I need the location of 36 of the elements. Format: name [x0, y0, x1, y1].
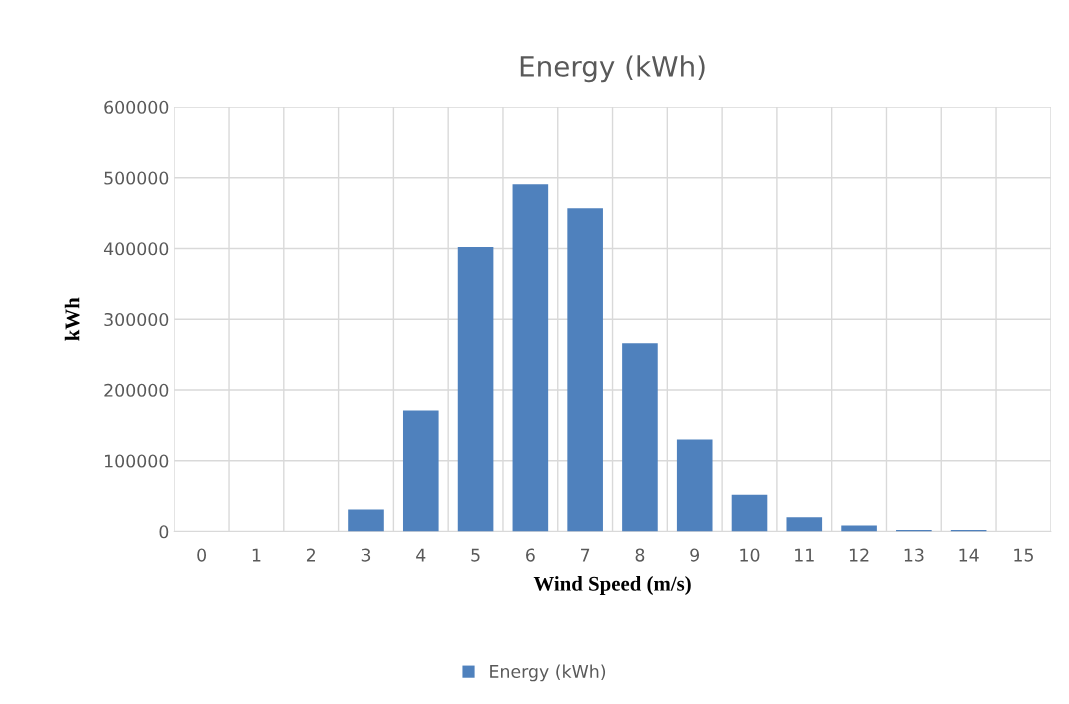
y-tick-label: 0: [159, 525, 169, 539]
x-tick-label: 9: [690, 548, 700, 562]
bar: [786, 517, 823, 532]
x-tick-label: 1: [252, 548, 261, 562]
y-tick-label: 300000: [104, 312, 169, 327]
bar: [512, 184, 549, 532]
x-tick-label: 8: [635, 548, 645, 562]
y-tick-label: 200000: [104, 383, 169, 397]
legend-label: Energy (kWh): [490, 664, 606, 682]
x-tick-label: 10: [740, 548, 760, 562]
x-tick-label: 11: [795, 548, 814, 562]
x-tick-label: 4: [416, 548, 426, 562]
bar: [731, 494, 768, 532]
bar: [567, 208, 603, 532]
x-tick-label: 0: [197, 548, 207, 562]
bar: [457, 247, 494, 532]
x-tick-label: 6: [526, 548, 535, 562]
bar: [622, 343, 658, 532]
y-tick-label: 400000: [103, 242, 169, 256]
bar: [676, 439, 713, 532]
x-tick-label: 2: [306, 548, 315, 562]
y-tick-label: 100000: [105, 454, 169, 468]
x-tick-label: 7: [581, 548, 590, 562]
x-axis-title: Wind Speed (m/s): [533, 576, 691, 595]
y-tick-label: 600000: [104, 100, 169, 114]
x-tick-label: 14: [959, 548, 979, 562]
x-tick-label: 3: [361, 548, 371, 562]
y-axis-title: kWh: [64, 297, 80, 341]
x-tick-label: 12: [849, 548, 869, 562]
y-tick-label: 500000: [104, 171, 169, 185]
bar: [402, 410, 439, 532]
x-tick-label: 15: [1014, 548, 1033, 562]
x-tick-label: 5: [471, 548, 480, 562]
chart-title: Energy (kWh): [520, 55, 705, 83]
bar: [348, 509, 384, 532]
x-tick-label: 13: [904, 548, 924, 562]
